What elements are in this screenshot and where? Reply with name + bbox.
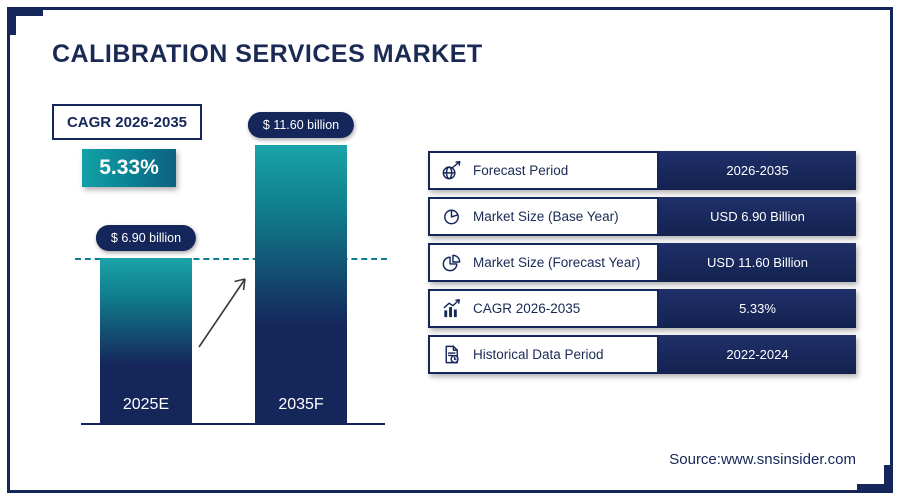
table-row-cagr: CAGR 2026-2035 5.33% [428, 289, 856, 328]
bar-value-pill-2025: $ 6.90 billion [95, 225, 197, 251]
corner-accent-bottom-right [857, 465, 893, 493]
page-title: CALIBRATION SERVICES MARKET [52, 40, 483, 68]
row-label: CAGR 2026-2035 [473, 301, 581, 316]
chart-baseline [81, 423, 385, 425]
row-label: Market Size (Base Year) [473, 209, 619, 224]
row-label: Market Size (Forecast Year) [473, 255, 641, 270]
row-label-cell: Historical Data Period [428, 335, 659, 374]
pie-chart-icon [440, 205, 463, 228]
row-label-cell: Forecast Period [428, 151, 659, 190]
row-label: Forecast Period [473, 163, 569, 178]
bar-group-2035: $ 11.60 billion 2035F [247, 100, 355, 425]
bar-category-label-2025: 2025E [122, 396, 170, 413]
row-label-cell: Market Size (Base Year) [428, 197, 659, 236]
table-row-forecast-period: Forecast Period 2026-2035 [428, 151, 856, 190]
bar-category-label-2035: 2035F [278, 396, 324, 413]
corner-accent-top-left [7, 7, 43, 35]
bar-2035: 2035F [255, 145, 347, 423]
document-clock-icon [440, 343, 463, 366]
table-row-market-size-base-year: Market Size (Base Year) USD 6.90 Billion [428, 197, 856, 236]
dashed-threshold-line [75, 258, 387, 260]
row-value-cell: USD 11.60 Billion [659, 243, 856, 282]
row-label-cell: CAGR 2026-2035 [428, 289, 659, 328]
bar-value-pill-2035: $ 11.60 billion [247, 112, 355, 138]
cagr-period-badge: CAGR 2026-2035 [52, 104, 202, 140]
row-value-cell: 2022-2024 [659, 335, 856, 374]
source-text: Source:www.snsinsider.com [669, 451, 856, 468]
row-label-cell: Market Size (Forecast Year) [428, 243, 659, 282]
growth-arrow-icon [198, 278, 246, 348]
bar-2025: 2025E [100, 258, 192, 423]
row-value-cell: 5.33% [659, 289, 856, 328]
cagr-value-badge: 5.33% [82, 149, 176, 187]
pie-chart-exploded-icon [440, 251, 463, 274]
bar-chart: $ 6.90 billion 2025E $ 11.60 billion 203… [75, 100, 395, 425]
table-row-historical-data-period: Historical Data Period 2022-2024 [428, 335, 856, 374]
row-value-cell: 2026-2035 [659, 151, 856, 190]
bar-growth-icon [440, 297, 463, 320]
row-label: Historical Data Period [473, 347, 604, 362]
row-value-cell: USD 6.90 Billion [659, 197, 856, 236]
bar-group-2025: $ 6.90 billion 2025E [95, 100, 197, 425]
table-row-market-size-forecast-year: Market Size (Forecast Year) USD 11.60 Bi… [428, 243, 856, 282]
info-table: Forecast Period 2026-2035 Market Size (B… [428, 151, 856, 381]
globe-growth-icon [440, 159, 463, 182]
